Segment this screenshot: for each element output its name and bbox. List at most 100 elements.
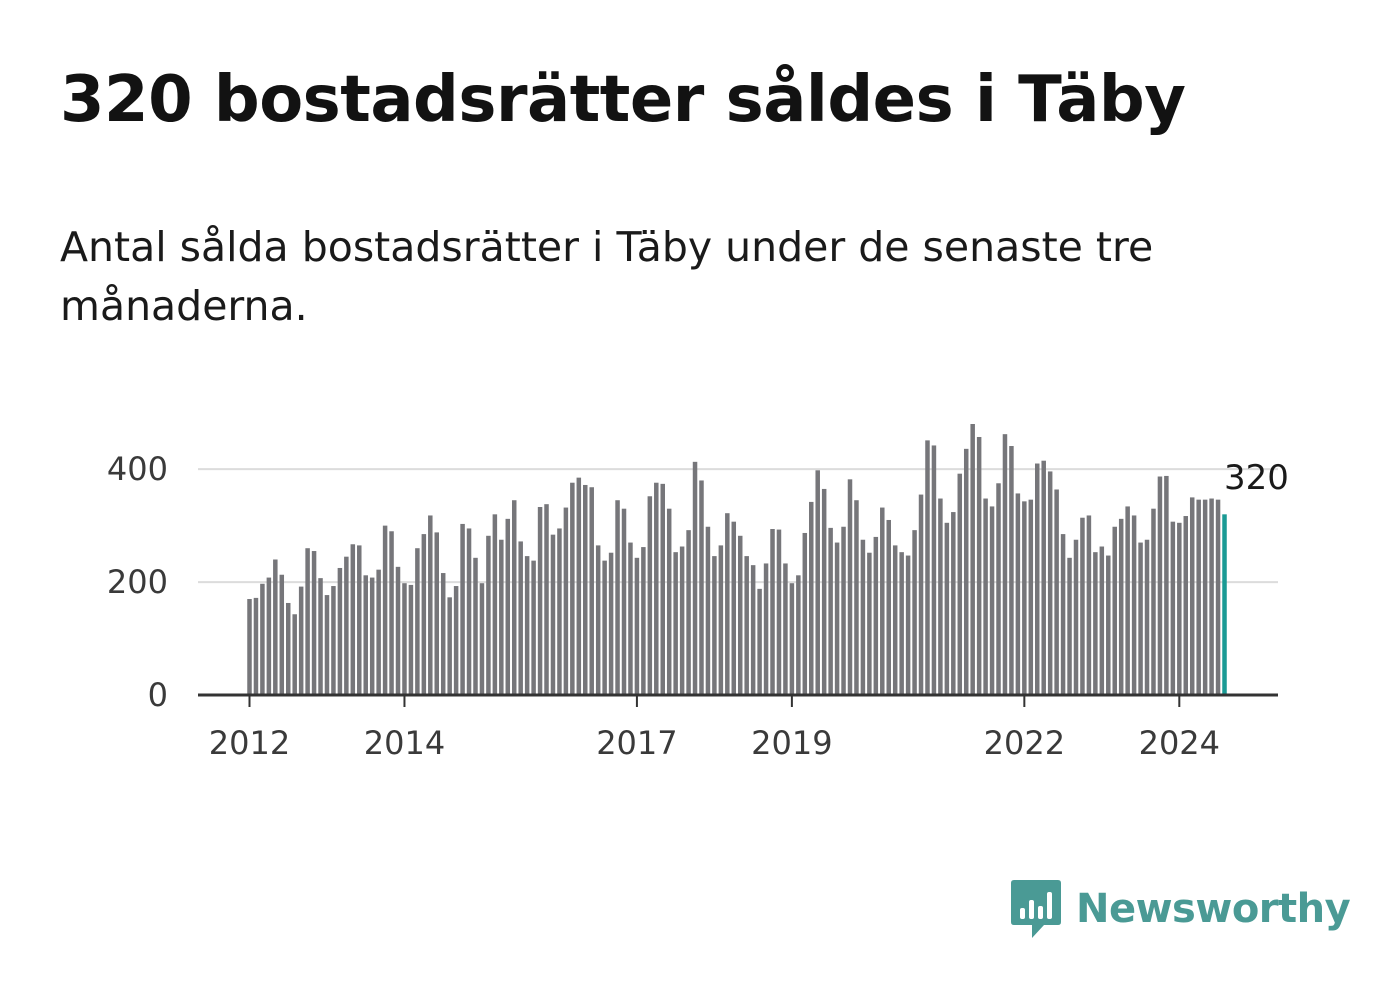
- bar: [809, 501, 814, 695]
- bar: [899, 552, 904, 695]
- bar: [673, 552, 678, 695]
- bar: [783, 563, 788, 695]
- bar: [492, 514, 498, 695]
- bar: [1170, 521, 1176, 695]
- bar: [1189, 497, 1195, 695]
- chart-title: 320 bostadsrätter såldes i Täby: [60, 63, 1186, 137]
- highlight-value-label: 320: [1224, 458, 1289, 498]
- bar: [595, 545, 601, 695]
- bar: [912, 530, 917, 695]
- bar: [563, 507, 569, 695]
- bar: [892, 545, 898, 695]
- bar: [524, 556, 530, 695]
- bar: [440, 573, 446, 695]
- y-tick-label: 0: [148, 676, 168, 714]
- bar: [1202, 499, 1208, 695]
- bar: [273, 559, 278, 695]
- bar: [770, 529, 775, 695]
- x-tick-label: 2019: [751, 724, 832, 762]
- bar: [712, 556, 717, 695]
- bar: [363, 575, 368, 695]
- bar: [880, 507, 885, 695]
- bar: [925, 440, 930, 695]
- bar: [1157, 476, 1163, 695]
- bar: [776, 529, 782, 695]
- bar: [983, 498, 988, 695]
- bar: [796, 575, 801, 695]
- bar: [305, 548, 310, 695]
- bar: [266, 577, 272, 695]
- bar: [460, 523, 465, 695]
- bar: [389, 531, 394, 695]
- bar: [1009, 446, 1014, 695]
- bar-highlight: [1222, 514, 1227, 695]
- bar: [660, 483, 665, 695]
- bar: [550, 534, 556, 695]
- bar: [279, 574, 285, 695]
- bar: [499, 539, 504, 695]
- bar: [1099, 546, 1105, 695]
- bar: [608, 552, 614, 695]
- bar: [428, 515, 433, 695]
- bar: [957, 473, 963, 695]
- bar: [634, 557, 640, 695]
- bar: [311, 551, 317, 695]
- y-tick-label: 200: [107, 563, 168, 601]
- bar: [718, 545, 724, 695]
- bar: [744, 556, 749, 695]
- bar: [1047, 471, 1053, 695]
- bar: [479, 583, 485, 695]
- bar: [408, 584, 414, 695]
- bar: [1125, 506, 1130, 695]
- bar: [544, 504, 549, 695]
- bar: [750, 565, 756, 695]
- x-tick-label: 2014: [364, 724, 445, 762]
- bar: [602, 560, 607, 695]
- bar: [666, 508, 672, 695]
- bar: [402, 583, 407, 695]
- bar: [615, 500, 620, 695]
- bar: [1086, 515, 1092, 695]
- x-tick-label: 2022: [984, 724, 1065, 762]
- bar: [1164, 475, 1169, 695]
- bar: [1112, 526, 1117, 695]
- bar: [1028, 499, 1034, 695]
- bar: [1183, 516, 1189, 695]
- bar: [705, 526, 711, 695]
- bar: [583, 484, 588, 695]
- bar: [318, 578, 323, 695]
- bar: [344, 556, 349, 695]
- bar: [1144, 539, 1150, 695]
- bar: [886, 519, 891, 695]
- bar: [996, 483, 1001, 695]
- bar: [247, 599, 252, 695]
- bar: [253, 597, 259, 695]
- bar: [944, 522, 950, 695]
- bar: [337, 567, 343, 695]
- bar: [621, 508, 627, 695]
- bar: [1177, 522, 1182, 695]
- bar: [1035, 463, 1040, 695]
- bar: [989, 506, 995, 695]
- bar: [447, 597, 452, 695]
- bar: [1002, 434, 1008, 695]
- newsworthy-wordmark: Newsworthy: [1076, 886, 1351, 932]
- bar: [860, 539, 866, 695]
- bar: [466, 528, 472, 695]
- bar: [331, 586, 336, 695]
- bar: [576, 477, 582, 695]
- bar: [725, 513, 730, 695]
- bar: [841, 526, 846, 695]
- bar: [1151, 508, 1156, 695]
- bar: [828, 527, 833, 695]
- bar: [324, 595, 330, 695]
- bar: [1054, 489, 1059, 695]
- bar: [395, 566, 401, 695]
- bar: [537, 506, 543, 695]
- bar: [970, 424, 975, 695]
- bar: [834, 542, 840, 695]
- bar: [847, 479, 853, 695]
- bar: [1060, 534, 1066, 695]
- bar: [1015, 493, 1021, 695]
- bar: [905, 555, 911, 695]
